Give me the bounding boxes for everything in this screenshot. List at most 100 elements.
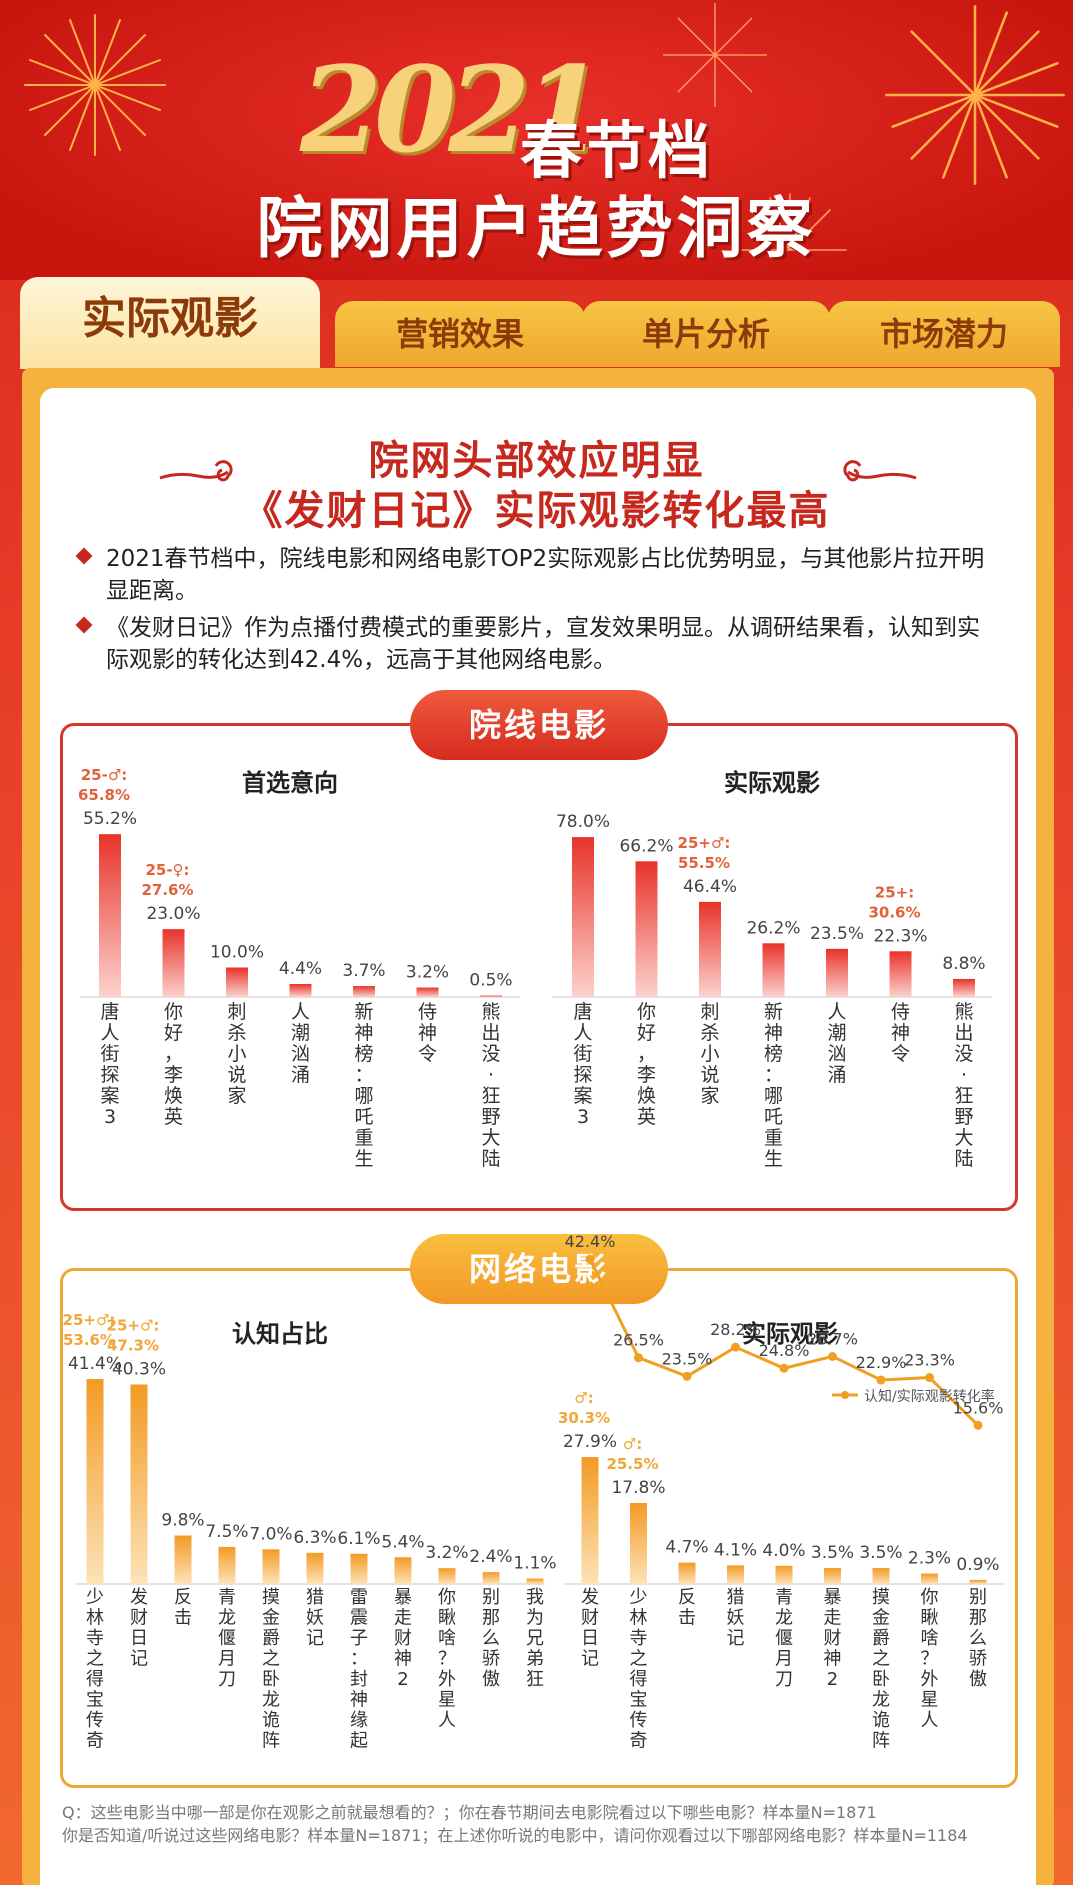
bar-value-label: 4.0% <box>762 1541 805 1561</box>
bar-value-label: 7.5% <box>205 1522 248 1542</box>
bar-value-label: 7.0% <box>249 1524 292 1544</box>
category-label: 别那么骄傲 <box>482 1587 500 1690</box>
bullet-point: 2021春节档中，院线电影和网络电影TOP2实际观影占比优势明显，与其他影片拉开… <box>75 543 1000 607</box>
line-value-label: 22.9% <box>856 1353 907 1372</box>
bar-value-label: 6.1% <box>337 1529 380 1549</box>
category-label: 侍神令 <box>418 1001 437 1065</box>
bar <box>99 834 121 997</box>
category-label: 发财日记 <box>581 1587 599 1670</box>
category-label: 刺杀小说家 <box>700 1001 719 1107</box>
bar-value-label: 40.3% <box>112 1360 166 1380</box>
tab-actual-viewing[interactable]: 实际观影 <box>20 277 320 369</box>
bar <box>353 986 375 997</box>
category-label: 你好，李焕英 <box>164 1001 183 1128</box>
bar <box>678 1562 696 1584</box>
line-value-label: 28.2% <box>710 1320 761 1339</box>
annotation-label: 25+♂: <box>107 1317 160 1335</box>
line-value-label: 23.5% <box>662 1349 713 1368</box>
tab-single-film-analysis[interactable]: 单片分析 <box>582 301 830 367</box>
line-point <box>634 1353 643 1363</box>
line-point <box>876 1375 886 1385</box>
content-panel <box>40 388 1036 1885</box>
annotation-label: 30.3% <box>558 1409 610 1427</box>
annotation-label: 25+: <box>875 883 914 901</box>
category-label: 少林寺之得宝传奇 <box>86 1587 104 1752</box>
category-label: 新神榜：哪吒重生 <box>764 1001 783 1170</box>
category-label: 人潮汹涌 <box>291 1001 310 1086</box>
category-label: 青龙偃月刀 <box>218 1587 236 1690</box>
line-point <box>828 1351 837 1361</box>
hero-title-line1: 春节档 <box>520 114 713 187</box>
bar-value-label: 8.8% <box>942 954 985 974</box>
category-label: 刺杀小说家 <box>227 1001 246 1107</box>
category-label: 雷震子：封神缘起 <box>350 1587 368 1752</box>
category-label: 少林寺之得宝传奇 <box>630 1587 648 1752</box>
firework-icon <box>24 14 166 156</box>
category-label: 熊出没·狂野大陆 <box>954 1001 973 1170</box>
bar <box>218 1546 236 1584</box>
bar <box>262 1549 280 1584</box>
bar-value-label: 3.2% <box>406 963 449 983</box>
category-label: 你瞅啥？外星人 <box>438 1587 456 1731</box>
category-label: 熊出没·狂野大陆 <box>481 1001 500 1170</box>
tab-marketing-effect[interactable]: 营销效果 <box>335 301 585 367</box>
category-label: 猎妖记 <box>727 1587 745 1649</box>
bar <box>630 1503 647 1584</box>
bar <box>438 1568 456 1584</box>
bar <box>162 929 185 997</box>
bar <box>350 1553 368 1584</box>
bar <box>824 1568 841 1584</box>
line-value-label: 24.8% <box>759 1341 810 1360</box>
bar-value-label: 41.4% <box>68 1354 122 1374</box>
chart-title-awareness: 认知占比 <box>232 1320 328 1348</box>
bar-value-label: 4.1% <box>714 1540 757 1560</box>
bar <box>953 978 975 997</box>
firework-icon <box>885 5 1065 185</box>
category-label: 你瞅啥？外星人 <box>921 1587 939 1731</box>
annotation-label: ♂: <box>623 1435 642 1453</box>
category-label: 我为兄弟狂 <box>526 1587 544 1690</box>
bar-value-label: 22.3% <box>873 926 927 946</box>
category-label: 发财日记 <box>130 1587 148 1670</box>
bullet-text: 2021春节档中，院线电影和网络电影TOP2实际观影占比优势明显，与其他影片拉开… <box>106 546 985 604</box>
category-label: 暴走财神 2 <box>394 1587 412 1690</box>
bar-value-label: 55.2% <box>83 809 137 829</box>
theater-films-badge: 院线电影 <box>410 690 668 760</box>
category-label: 摸金爵之卧龙诡阵 <box>262 1587 280 1752</box>
bar-value-label: 0.5% <box>469 971 512 991</box>
bar-value-label: 17.8% <box>611 1478 665 1498</box>
cloud-ornament-left-icon <box>159 460 233 482</box>
category-label: 猎妖记 <box>306 1587 324 1649</box>
annotation-label: 53.6% <box>63 1331 115 1349</box>
bar-value-label: 10.0% <box>210 943 264 963</box>
bar <box>226 967 248 997</box>
bar <box>969 1579 987 1584</box>
bar <box>872 1568 890 1584</box>
bar <box>289 984 312 997</box>
line-point <box>779 1363 789 1373</box>
bar <box>480 995 502 997</box>
bar <box>889 951 912 997</box>
annotation-label: 27.6% <box>141 881 193 899</box>
online-films-badge: 网络电影 <box>410 1234 668 1304</box>
line-value-label: 15.6% <box>953 1398 1004 1417</box>
annotation-label: 25+♂: <box>63 1311 116 1329</box>
legend-marker <box>841 1391 849 1399</box>
tab-market-potential[interactable]: 市场潜力 <box>828 301 1060 367</box>
bar <box>174 1535 192 1584</box>
bar-value-label: 23.5% <box>810 924 864 944</box>
line-point <box>925 1373 934 1383</box>
bar <box>762 943 785 997</box>
bar <box>86 1379 104 1584</box>
bar-value-label: 5.4% <box>381 1532 424 1552</box>
chart-title-theater-actual: 实际观影 <box>724 769 820 797</box>
bar-value-label: 23.0% <box>146 904 200 924</box>
bar <box>826 948 848 997</box>
bar-value-label: 66.2% <box>619 836 673 856</box>
bar <box>394 1557 412 1584</box>
line-value-label: 26.5% <box>613 1331 664 1350</box>
bar-value-label: 27.9% <box>563 1432 617 1452</box>
category-label: 暴走财神 2 <box>824 1587 842 1690</box>
annotation-label: 47.3% <box>107 1337 159 1355</box>
